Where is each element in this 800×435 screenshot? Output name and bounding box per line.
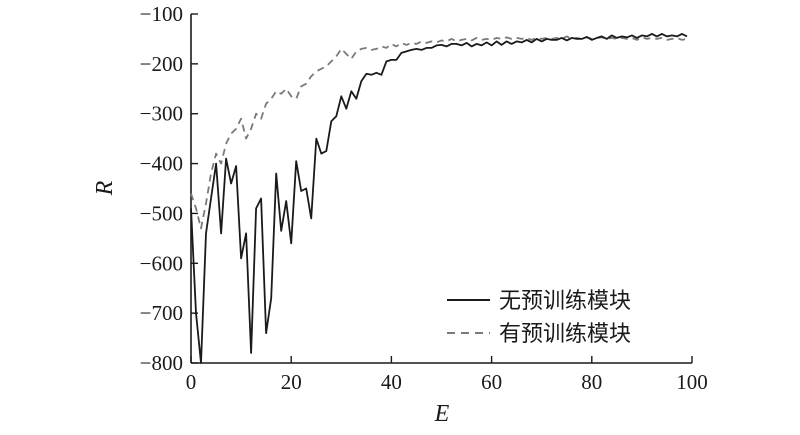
x-tick-label: 100: [676, 370, 708, 394]
x-tick-label: 0: [186, 370, 197, 394]
y-tick-label: −600: [140, 251, 183, 275]
y-tick-label: −400: [140, 152, 183, 176]
legend-label-no-pretrain: 无预训练模块: [499, 289, 631, 314]
x-tick-label: 20: [281, 370, 302, 394]
series-line-with-pretrain: [190, 35, 688, 230]
y-tick-label: −700: [140, 301, 183, 325]
y-tick-label: −100: [140, 2, 183, 26]
axes: [190, 14, 692, 364]
x-tick-label: 40: [381, 370, 402, 394]
x-tick-label: 60: [481, 370, 502, 394]
x-axis-title: E: [434, 401, 450, 427]
y-axis-title: R: [92, 180, 118, 196]
legend: 无预训练模块 有预训练模块: [447, 289, 631, 347]
plot-series: [190, 33, 688, 364]
y-tick-label: −500: [140, 201, 183, 225]
y-axis-ticks: −100 −200 −300 −400 −500 −600 −700 −800: [140, 2, 198, 375]
y-tick-label: −300: [140, 102, 183, 126]
x-axis-ticks: 0 20 40 60 80 100: [186, 356, 708, 394]
y-tick-label: −800: [140, 351, 183, 375]
y-tick-label: −200: [140, 52, 183, 76]
legend-label-with-pretrain: 有预训练模块: [499, 322, 631, 347]
x-tick-label: 80: [581, 370, 602, 394]
series-line-no-pretrain: [190, 33, 688, 364]
